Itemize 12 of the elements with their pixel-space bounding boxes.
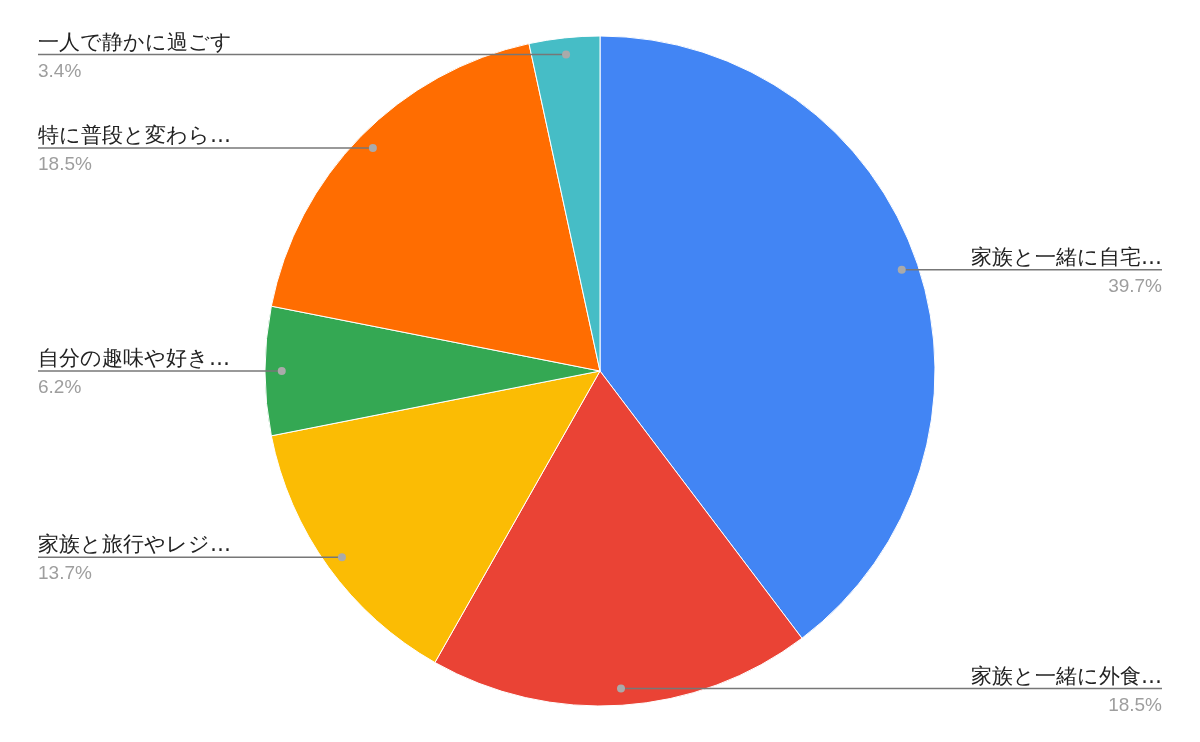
slice-label: 家族と旅行やレジ… bbox=[38, 532, 231, 557]
slice-label: 家族と一緒に外食… bbox=[971, 663, 1162, 688]
data-label: 39.7% bbox=[1108, 274, 1163, 296]
data-label: 13.7% bbox=[38, 562, 92, 584]
data-label: 18.5% bbox=[1108, 693, 1163, 715]
data-label: 18.5% bbox=[38, 153, 92, 175]
slice-label: 自分の趣味や好き… bbox=[38, 346, 230, 370]
data-label: 3.4% bbox=[38, 59, 82, 81]
slice-label: 家族と一緒に自宅… bbox=[971, 244, 1162, 269]
slice-label: 一人で静かに過ごす bbox=[38, 29, 232, 54]
data-label: 6.2% bbox=[38, 376, 82, 397]
slice-label: 特に普段と変わら… bbox=[38, 123, 231, 148]
